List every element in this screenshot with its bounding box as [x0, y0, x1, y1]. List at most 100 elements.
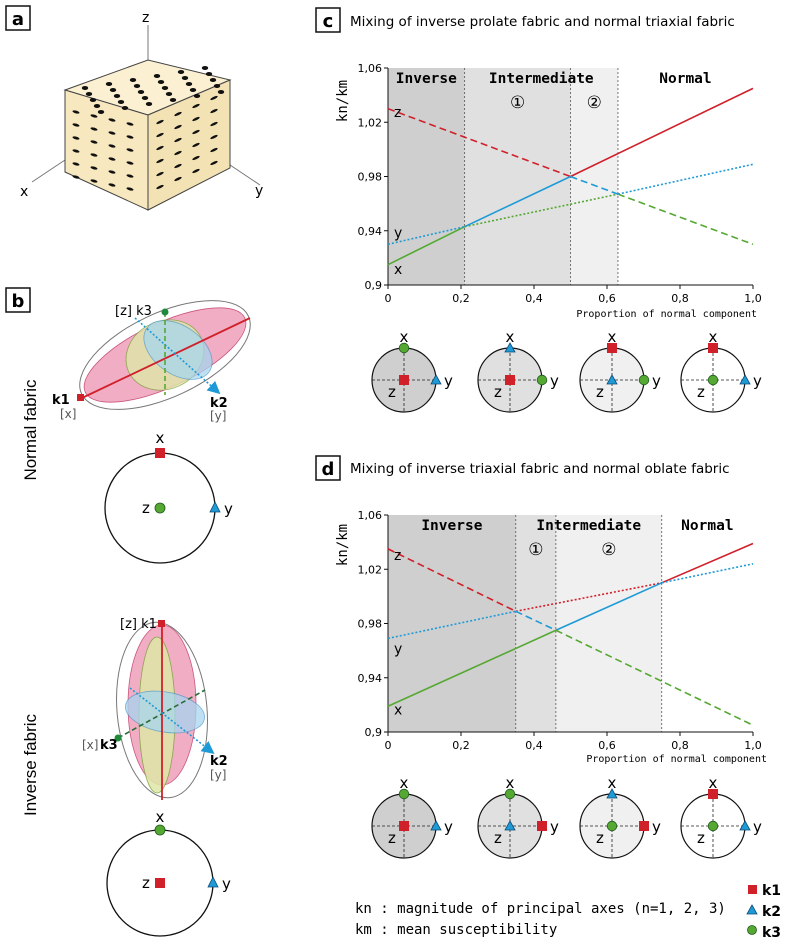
normal-y-axis-label: [y]	[210, 409, 226, 423]
fabric-dot	[113, 94, 121, 98]
series-k1-segment	[570, 87, 754, 178]
series-k3-segment	[555, 629, 754, 726]
net-center-label: z	[494, 829, 502, 847]
fabric-dot	[192, 142, 200, 148]
fabric-dot	[156, 184, 164, 190]
fabric-dot	[156, 119, 164, 125]
fabric-dot	[205, 72, 213, 76]
stereonet-4: x z y	[680, 774, 762, 859]
net-k2-marker	[739, 374, 751, 385]
zone-intermediate-title: Intermediate	[536, 518, 641, 534]
inverse-k2-label: k2	[210, 754, 228, 769]
fabric-dot	[72, 136, 80, 140]
net-top-label: x	[506, 774, 515, 792]
normal-k3-marker	[161, 308, 169, 316]
legend-k3-label: k3	[762, 925, 781, 941]
series-k3-segment	[387, 225, 466, 266]
fabric-dot	[210, 134, 218, 140]
inverse-fabric-title: Inverse fabric	[21, 713, 40, 816]
fabric-dot	[161, 86, 169, 90]
y-tick-label: 1,02	[358, 116, 383, 129]
net-center-label: z	[142, 874, 150, 892]
net-right-label: y	[753, 372, 762, 390]
normal-k2-axis	[134, 317, 221, 395]
normal-k1-axis	[81, 317, 251, 399]
zone-normal-title: Normal	[659, 71, 711, 87]
net-top-label: x	[156, 808, 165, 826]
x-tick-label: 0,6	[598, 739, 616, 752]
y-tick-label: 1,06	[358, 62, 383, 75]
stereonet-2: x z y	[477, 328, 559, 413]
fabric-dot	[72, 110, 80, 114]
normal-x-axis-label: [x]	[60, 407, 76, 421]
net-center-label: z	[697, 383, 705, 401]
x-tick-label: 0,8	[671, 292, 689, 305]
series-label-z: z	[394, 548, 401, 564]
zone-inverse-title: Inverse	[421, 518, 482, 534]
fabric-dot	[217, 90, 225, 94]
series-k2-segment	[515, 610, 557, 632]
fabric-dot	[126, 148, 134, 152]
x-tick-label: 1,0	[744, 292, 762, 305]
net-k2-marker	[207, 876, 219, 888]
fabric-dot	[213, 84, 221, 88]
inverse-y-axis-label: [y]	[210, 768, 226, 782]
series-label-y: y	[394, 641, 402, 657]
y-tick-label: 0,9	[365, 726, 383, 739]
net-k2-marker	[430, 820, 442, 831]
fabric-dot	[129, 78, 137, 82]
net-k1-marker	[708, 789, 718, 799]
fabric-dot	[90, 153, 98, 157]
x-tick-label: 1,0	[744, 739, 762, 752]
fabric-dot	[174, 176, 182, 182]
fabric-dot	[174, 150, 182, 156]
zone-intermediate-2	[570, 68, 618, 285]
fabric-dot	[156, 132, 164, 138]
net-k1-marker	[399, 375, 409, 385]
panel-d-chart: 0,9 0,94 0,98 1,02 1,06 0 0,2 0,4 0,6 0,8 1,0 Inver…	[358, 509, 762, 752]
legend-k1-marker	[748, 885, 757, 894]
zone-inverse	[388, 68, 465, 285]
normal-k2-label: k2	[210, 396, 228, 411]
zone-2-marker: ②	[601, 540, 616, 560]
y-tick-label: 0,94	[358, 672, 383, 685]
fabric-dot	[192, 168, 200, 174]
inverse-k1-marker	[158, 620, 165, 627]
fabric-dot	[90, 140, 98, 144]
x-tick-label: 0,2	[452, 292, 470, 305]
inverse-x-axis-label: [x]	[82, 738, 98, 752]
panel-d-ylabel: kn/km	[335, 524, 351, 566]
inverse-k3-marker	[114, 734, 122, 742]
panel-b: b Normal fabric Inverse fabric [z] k3 k1…	[5, 287, 251, 937]
y-tick-label: 0,98	[358, 618, 383, 631]
series-k2-segment	[555, 582, 663, 632]
panel-c-ylabel: kn/km	[335, 80, 351, 122]
net-k1-marker	[399, 821, 409, 831]
net-k1-marker	[505, 375, 515, 385]
net-k1-marker	[537, 821, 547, 831]
fabric-dot	[174, 137, 182, 143]
series-k2-segment	[387, 610, 516, 640]
axis-x-label: x	[20, 184, 28, 200]
inverse-k3-label: k3	[100, 738, 118, 753]
zone-intermediate-1	[464, 68, 571, 285]
fabric-dot	[108, 157, 116, 161]
net-right-label: y	[652, 372, 661, 390]
series-k1-segment	[661, 542, 754, 584]
net-k2-marker	[606, 374, 618, 385]
fabric-dot	[126, 174, 134, 178]
net-k3-marker	[504, 788, 516, 800]
fabric-dot	[90, 166, 98, 170]
net-right-label: y	[652, 818, 661, 836]
stereonet-3: x z y	[579, 328, 661, 413]
net-k1-marker	[708, 343, 718, 353]
net-center-label: z	[142, 499, 150, 517]
inverse-ellipsoid: [z] k1 [x] k3 k2 [y]	[82, 617, 228, 800]
legend: kn : magnitude of principal axes (n=1, 2…	[355, 883, 781, 941]
net-k3-marker	[606, 820, 618, 832]
net-top-label: x	[400, 774, 409, 792]
x-tick-label: 0,8	[671, 739, 689, 752]
series-k1-segment	[515, 582, 662, 613]
fabric-dot	[137, 90, 145, 94]
